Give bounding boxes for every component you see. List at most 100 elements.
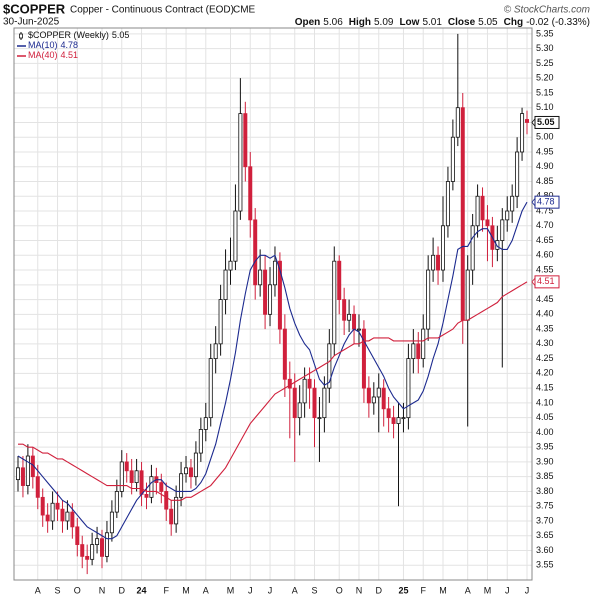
x-tick-label: D (119, 585, 126, 595)
price-box-label: 4.78 (537, 197, 555, 207)
candle-body (55, 502, 60, 510)
candle-body (95, 538, 100, 545)
x-tick-label: S (311, 585, 317, 595)
candle-body (35, 476, 40, 498)
chart-subtitle: Copper - Continuous Contract (EOD) (70, 5, 234, 16)
y-tick-label: 3.95 (536, 442, 554, 452)
y-tick-label: 4.70 (536, 220, 554, 230)
stat-label: Chg (504, 17, 523, 28)
candle-body (287, 378, 292, 389)
candle-body (114, 491, 119, 513)
price-box (534, 115, 560, 129)
legend-value: 5.05 (112, 30, 130, 40)
stat-value: 5.09 (374, 17, 394, 28)
y-tick-label: 4.15 (536, 383, 554, 393)
x-tick-label: A (35, 585, 41, 595)
candle-body (248, 166, 253, 221)
stat-value: -0.02 (-0.33%) (526, 17, 590, 28)
candle-body (70, 511, 75, 528)
candle-body (322, 387, 327, 419)
x-tick-label: O (336, 585, 343, 595)
candle-body (109, 511, 114, 534)
y-tick-label: 4.45 (536, 294, 554, 304)
y-tick-label: 4.85 (536, 176, 554, 186)
candle-body (65, 511, 70, 522)
y-tick-label: 4.25 (536, 353, 554, 363)
x-tick-label: J (268, 585, 273, 595)
price-box (534, 195, 560, 209)
y-tick-label: 4.35 (536, 323, 554, 333)
y-tick-label: 4.05 (536, 412, 554, 422)
candle-body (460, 107, 465, 321)
candle-body (411, 343, 416, 360)
candle-body (60, 508, 65, 522)
x-tick-label: M (227, 585, 235, 595)
candle-body (104, 532, 109, 557)
candle-body (376, 387, 381, 398)
candle-body (500, 219, 505, 241)
ma-line (17, 201, 528, 540)
candle-body (391, 417, 396, 424)
legend-entry: $COPPER (Weekly) 5.05 (28, 30, 129, 40)
y-tick-label: 3.55 (536, 560, 554, 570)
y-tick-label: 3.70 (536, 515, 554, 525)
plot (14, 28, 532, 580)
y-tick-label: 3.65 (536, 530, 554, 540)
y-tick-label: 4.90 (536, 161, 554, 171)
candle-body (515, 151, 520, 197)
x-tick-label: F (164, 585, 170, 595)
candle-body (381, 387, 386, 410)
candle-body (495, 240, 500, 250)
price-box-label: 4.51 (537, 276, 555, 286)
candle-body (253, 219, 258, 286)
candle-body (100, 538, 105, 557)
candle-body (327, 343, 332, 389)
price-box (534, 275, 560, 289)
candle-body (480, 195, 485, 221)
candle-body (188, 467, 193, 478)
y-tick-label: 4.20 (536, 368, 554, 378)
candle-body (352, 313, 357, 330)
candle-body (263, 269, 268, 315)
legend-name: MA(10) (28, 40, 58, 50)
candle-body (164, 491, 169, 510)
x-tick-label: S (55, 585, 61, 595)
x-tick-label: M (182, 585, 190, 595)
candle-body (174, 496, 179, 525)
candle-body (169, 508, 174, 525)
candle-body (149, 476, 154, 498)
candle-body (134, 470, 139, 483)
candle-body (213, 343, 218, 360)
candle-body (366, 387, 371, 404)
legend-name: MA(40) (28, 50, 58, 60)
candle-body (258, 269, 263, 286)
y-tick-label: 4.75 (536, 205, 554, 215)
candle-body (520, 113, 525, 153)
candle-body (193, 452, 198, 478)
candle-body (85, 555, 90, 560)
candle-body (317, 417, 322, 420)
candle-body (272, 260, 277, 286)
candle-body (80, 544, 85, 557)
candle-body (233, 210, 238, 262)
candle-body (119, 461, 124, 492)
stat-label: Open (295, 17, 321, 28)
candle-body (396, 417, 401, 424)
candle-body (485, 219, 490, 227)
candle-body (203, 417, 208, 430)
x-tick-label: O (74, 585, 81, 595)
y-tick-label: 5.25 (536, 58, 554, 68)
x-tick-label: D (375, 585, 382, 595)
y-tick-label: 5.35 (536, 28, 554, 38)
y-tick-label: 5.15 (536, 87, 554, 97)
y-tick-label: 5.20 (536, 73, 554, 83)
candle-body (139, 470, 144, 495)
candle-body (159, 482, 164, 492)
x-tick-label: 25 (398, 585, 408, 595)
date: 30-Jun-2025 (3, 17, 60, 28)
legend-value: 4.51 (61, 50, 79, 60)
candle-body (238, 113, 243, 212)
candle-body (15, 467, 20, 481)
legend-value: 4.78 (61, 40, 79, 50)
